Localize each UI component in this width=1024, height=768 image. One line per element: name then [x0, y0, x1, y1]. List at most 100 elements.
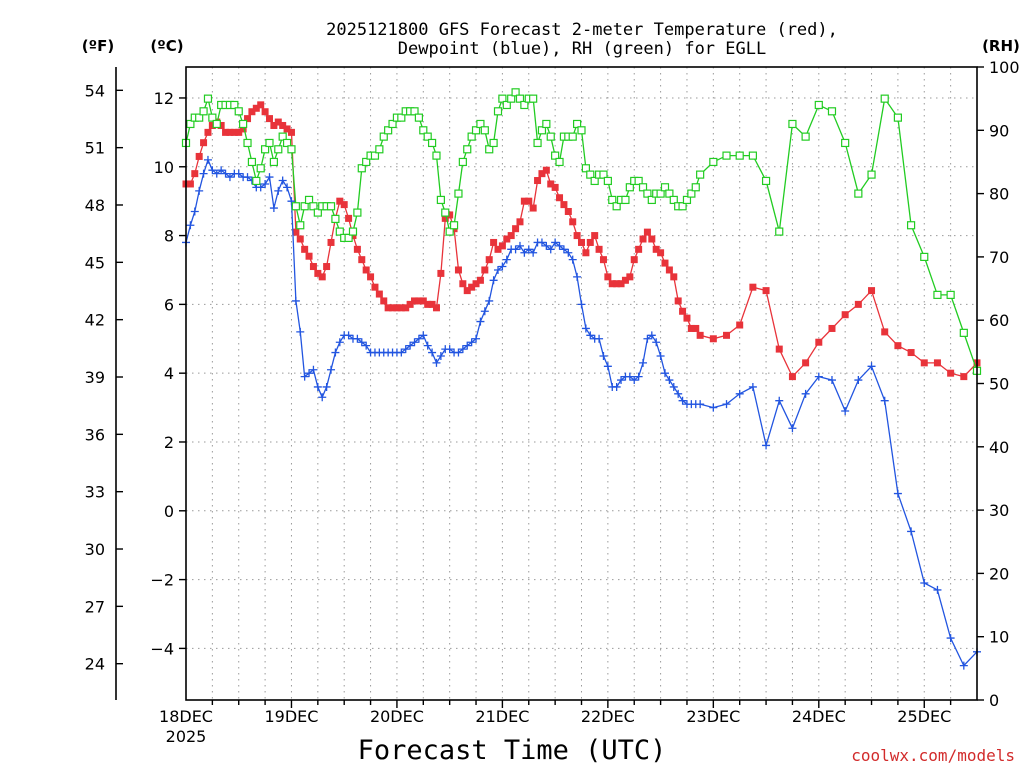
dewpoint-point	[436, 351, 445, 360]
rh-point	[529, 94, 538, 103]
rh-point	[234, 107, 243, 116]
temperature-point	[191, 170, 199, 178]
dewpoint-point	[630, 376, 639, 385]
dewpoint-point	[933, 585, 942, 594]
rh-point	[230, 100, 239, 110]
dewpoint-point	[801, 389, 810, 398]
dewpoint-point	[748, 382, 757, 391]
rh-point	[304, 195, 314, 205]
rh-point	[252, 176, 261, 186]
dewpoint-point	[300, 372, 309, 381]
dewpoint-point	[555, 241, 564, 250]
temperature-point	[345, 214, 353, 222]
dewpoint-point	[344, 331, 353, 340]
temperature-point	[208, 121, 216, 129]
dewpoint-point	[959, 661, 968, 670]
rh-point	[520, 100, 529, 110]
celsius-tick-label: 6	[164, 295, 174, 314]
temperature-point	[406, 300, 414, 308]
celsius-tick-label: −2	[150, 571, 174, 590]
rh-point	[959, 328, 968, 337]
dewpoint-point	[485, 296, 494, 305]
temperature-point	[599, 256, 607, 264]
rh-point	[920, 252, 929, 261]
rh-tick-label: 100	[989, 58, 1020, 77]
rh-tick-label: 0	[989, 691, 999, 710]
temperature-point	[459, 280, 467, 288]
rh-point	[775, 227, 784, 236]
dewpoint-point	[313, 382, 322, 391]
rh-point	[493, 107, 503, 116]
temperature-point	[226, 128, 234, 136]
dewpoint-point	[595, 334, 604, 343]
x-tick-sublabel: 2025	[166, 727, 207, 746]
rh-point	[656, 189, 665, 198]
rh-tick-label: 80	[989, 185, 1009, 204]
dewpoint-point	[225, 173, 234, 182]
x-tick-label: 20DEC	[370, 707, 424, 726]
rh-point	[625, 183, 634, 192]
dewpoint-point	[735, 389, 744, 398]
rh-point	[348, 227, 358, 236]
dewpoint-point	[335, 338, 344, 347]
rh-point	[634, 176, 643, 186]
rh-point	[893, 113, 903, 122]
rh-point	[498, 94, 507, 103]
rh-point	[551, 151, 560, 160]
rh-point	[265, 138, 274, 148]
dewpoint-point	[854, 376, 863, 385]
dewpoint-point	[476, 317, 485, 326]
data-series	[181, 88, 982, 670]
x-axis-title: Forecast Time (UTC)	[358, 735, 667, 766]
temperature-point	[907, 349, 915, 357]
dewpoint-point	[639, 358, 648, 367]
temperature-point	[529, 204, 537, 212]
temperature-point	[621, 276, 629, 284]
temperature-point	[652, 245, 660, 253]
rh-point	[507, 94, 516, 103]
temperature-point	[643, 228, 651, 236]
rh-point	[621, 195, 630, 205]
dewpoint-point	[445, 345, 454, 354]
rh-point	[841, 138, 850, 148]
rh-tick-label: 70	[989, 248, 1009, 267]
temperature-point	[222, 128, 230, 136]
temperature-point	[520, 197, 528, 205]
dewpoint-point	[893, 489, 902, 498]
temperature-point	[283, 125, 291, 133]
temperature-point	[490, 238, 498, 246]
rh-point	[195, 113, 204, 122]
rh-unit-label: (RH)	[982, 37, 1020, 55]
rh-point	[489, 138, 498, 148]
fahrenheit-tick-label: 30	[85, 540, 105, 559]
temperature-point	[389, 304, 397, 312]
rh-point	[287, 145, 296, 154]
temperature-point	[947, 369, 955, 377]
temperature-point	[437, 269, 445, 277]
temperature-point	[367, 273, 375, 281]
dewpoint-point	[520, 248, 529, 257]
fahrenheit-tick-label: 48	[85, 196, 105, 215]
dewpoint-point	[463, 341, 472, 350]
rh-point	[467, 132, 476, 141]
dewpoint-point	[397, 348, 406, 357]
temperature-point	[749, 283, 757, 291]
x-tick-label: 23DEC	[686, 707, 740, 726]
rh-point	[761, 176, 771, 186]
temperature-point	[371, 283, 379, 291]
rh-tick-label: 90	[989, 121, 1009, 140]
temperature-point	[476, 276, 484, 284]
temperature-point	[257, 101, 265, 109]
rh-point	[748, 151, 757, 160]
dewpoint-point	[190, 207, 199, 216]
fahrenheit-unit-label: (ºF)	[82, 37, 114, 55]
temperature-point	[419, 297, 427, 305]
rh-point	[502, 100, 511, 110]
rh-point	[291, 202, 300, 211]
celsius-unit-label: (ºC)	[150, 37, 183, 55]
temperature-point	[626, 273, 634, 281]
rh-point	[933, 290, 942, 299]
temperature-point	[687, 324, 695, 332]
rh-point	[313, 208, 322, 217]
rh-point	[678, 202, 687, 211]
